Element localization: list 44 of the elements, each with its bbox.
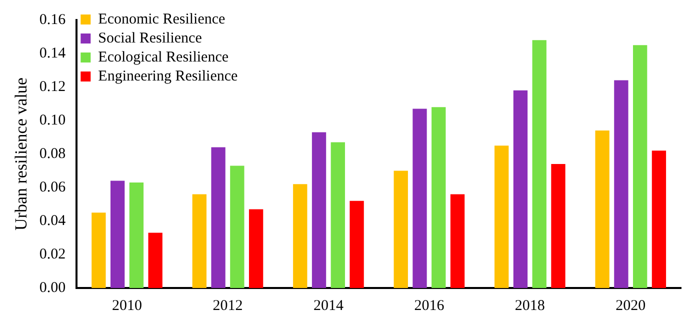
- bar: [614, 80, 628, 288]
- x-tick-label: 2018: [514, 298, 545, 314]
- bar: [633, 45, 648, 288]
- bar: [192, 194, 206, 288]
- x-tick-label: 2012: [212, 298, 243, 314]
- bar: [92, 212, 106, 288]
- legend-label: Engineering Resilience: [98, 68, 238, 84]
- x-tick-label: 2016: [414, 298, 445, 314]
- bar: [293, 184, 308, 288]
- bar: [412, 108, 427, 288]
- y-tick-label: 0.04: [39, 212, 66, 229]
- bar: [110, 180, 125, 288]
- y-tick-label: 0.14: [39, 45, 66, 62]
- bar: [394, 170, 408, 288]
- bar: [652, 150, 666, 288]
- bar: [211, 147, 226, 288]
- bar: [595, 130, 610, 288]
- bar: [551, 164, 566, 288]
- bar: [330, 142, 345, 288]
- x-tick-label: 2020: [616, 298, 646, 314]
- bar: [148, 232, 162, 288]
- legend-label: Social Resilience: [98, 30, 202, 46]
- y-tick-label: 0.10: [39, 112, 66, 128]
- legend-label: Economic Resilience: [98, 11, 226, 28]
- bar: [450, 194, 465, 288]
- y-tick-label: 0.06: [39, 179, 66, 196]
- y-tick-label: 0.02: [39, 246, 66, 262]
- bar: [248, 209, 264, 288]
- bar: [513, 90, 528, 288]
- bar: [494, 146, 509, 288]
- bar: [312, 132, 326, 288]
- y-tick-label: 0.16: [39, 12, 66, 28]
- y-tick-label: 0.08: [39, 146, 66, 162]
- bar: [350, 200, 364, 288]
- bar: [432, 107, 446, 288]
- bar: [129, 182, 144, 288]
- y-axis-title: Urban resilience value: [12, 78, 31, 230]
- x-tick-label: 2014: [313, 298, 344, 314]
- bar: [230, 166, 244, 288]
- bar: [532, 40, 546, 288]
- y-tick-label: 0.12: [39, 78, 66, 95]
- x-tick-label: 2010: [112, 298, 142, 314]
- legend-label: Ecological Resilience: [98, 49, 229, 66]
- y-tick-label: 0.00: [39, 280, 66, 296]
